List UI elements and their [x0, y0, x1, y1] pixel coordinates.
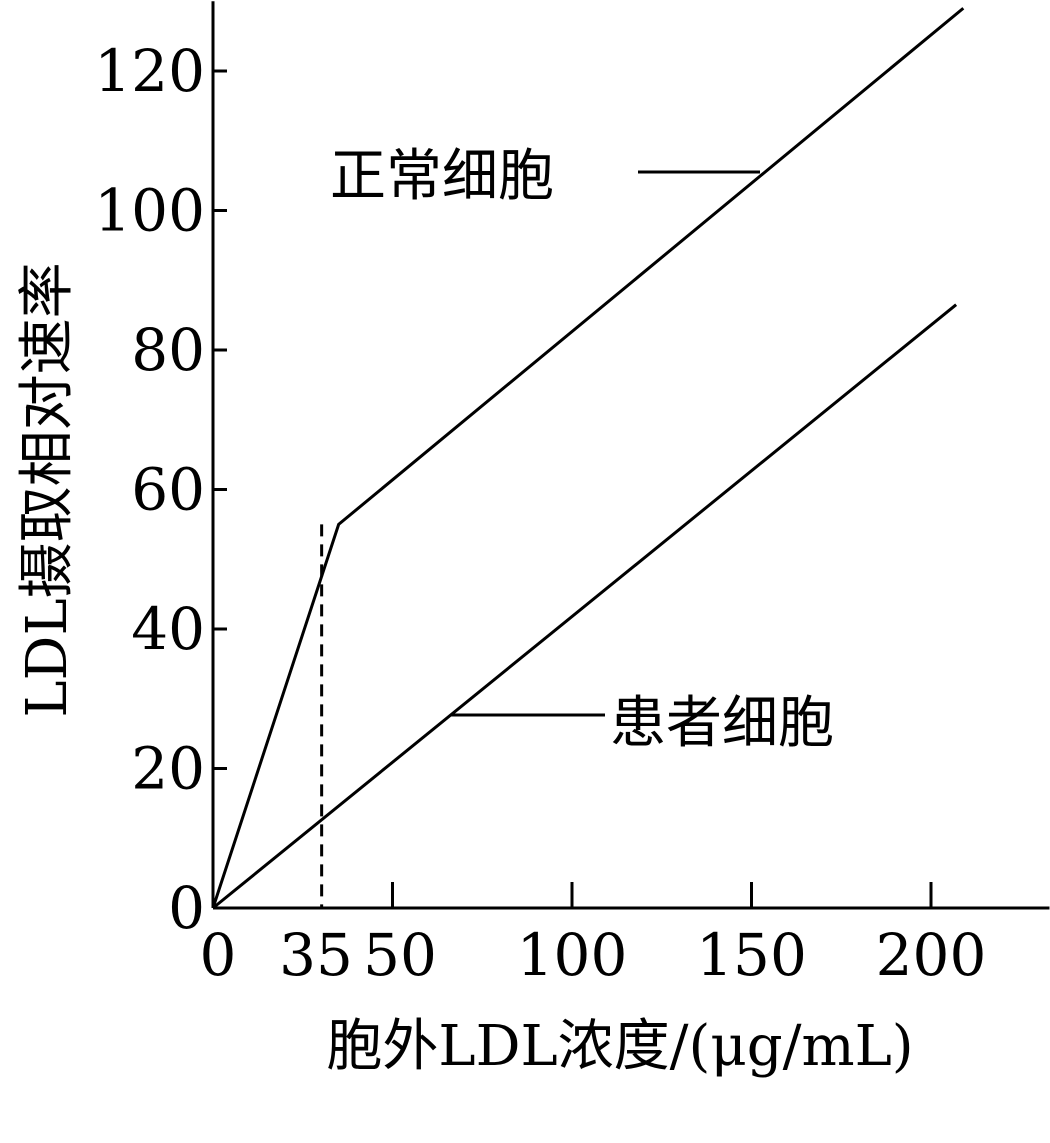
- x-axis-label: 胞外LDL浓度/(μg/mL): [326, 1014, 913, 1079]
- y-axis-label: LDL摄取相对速率: [15, 262, 80, 717]
- y-tick-label: 0: [168, 874, 205, 942]
- series-line-patient: [212, 303, 958, 910]
- x-tick-label: 35: [279, 921, 353, 989]
- axes: 0 20 40 60 80 100 120 0 35 50 100 150 200: [94, 1, 1050, 989]
- x-tick-label: 200: [876, 921, 987, 989]
- y-tick-label: 120: [94, 37, 205, 105]
- marks: [211, 7, 965, 910]
- series-label-patient: 患者细胞: [610, 691, 834, 756]
- y-tick-label: 100: [94, 177, 205, 245]
- y-tick-label: 60: [131, 456, 205, 524]
- x-tick-label: 150: [696, 921, 807, 989]
- y-tick-label: 40: [131, 595, 205, 663]
- series-line-normal: [211, 7, 965, 909]
- x-tick-label: 0: [200, 921, 237, 989]
- series-label-normal: 正常细胞: [330, 144, 554, 209]
- y-tick-label: 20: [131, 735, 205, 803]
- x-tick-label: 100: [517, 921, 628, 989]
- y-tick-label: 80: [131, 316, 205, 384]
- x-tick-label: 50: [363, 921, 437, 989]
